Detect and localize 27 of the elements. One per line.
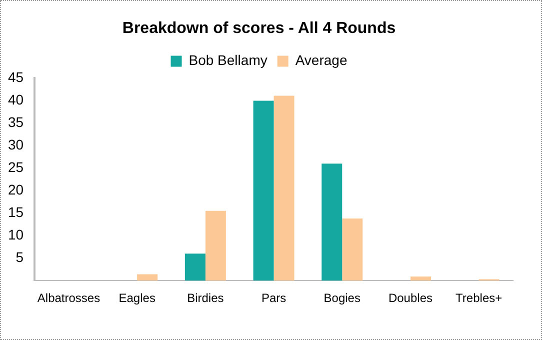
chart-title: Breakdown of scores - All 4 Rounds bbox=[122, 20, 396, 38]
y-tick-label: 40 bbox=[8, 92, 24, 108]
bar bbox=[184, 254, 206, 281]
x-tick-label: Bogies bbox=[324, 291, 360, 306]
legend-label: Bob Bellamy bbox=[188, 52, 268, 68]
y-tick-label: 10 bbox=[8, 226, 24, 242]
y-tick-label: 35 bbox=[8, 114, 24, 130]
x-tick-label: Doubles bbox=[388, 291, 432, 306]
y-tick-label: 15 bbox=[8, 204, 24, 220]
y-tick-label: 45 bbox=[8, 69, 24, 86]
bar bbox=[342, 218, 363, 281]
bar bbox=[274, 96, 294, 281]
x-tick-label: Eagles bbox=[118, 291, 156, 306]
y-tick-label: 30 bbox=[8, 136, 24, 153]
x-tick-label: Albatrosses bbox=[37, 291, 100, 306]
x-tick-label: Trebles+ bbox=[456, 291, 502, 306]
y-tick-label: 20 bbox=[8, 182, 24, 198]
y-tick-label: 25 bbox=[8, 159, 24, 176]
bar bbox=[410, 276, 431, 281]
bar bbox=[137, 274, 158, 281]
legend-label: Average bbox=[295, 52, 348, 68]
y-tick-label: 5 bbox=[16, 248, 24, 265]
bar bbox=[322, 164, 342, 281]
x-tick-label: Birdies bbox=[187, 291, 224, 306]
bar bbox=[205, 210, 226, 281]
x-tick-label: Pars bbox=[261, 291, 286, 306]
bar bbox=[253, 100, 274, 281]
